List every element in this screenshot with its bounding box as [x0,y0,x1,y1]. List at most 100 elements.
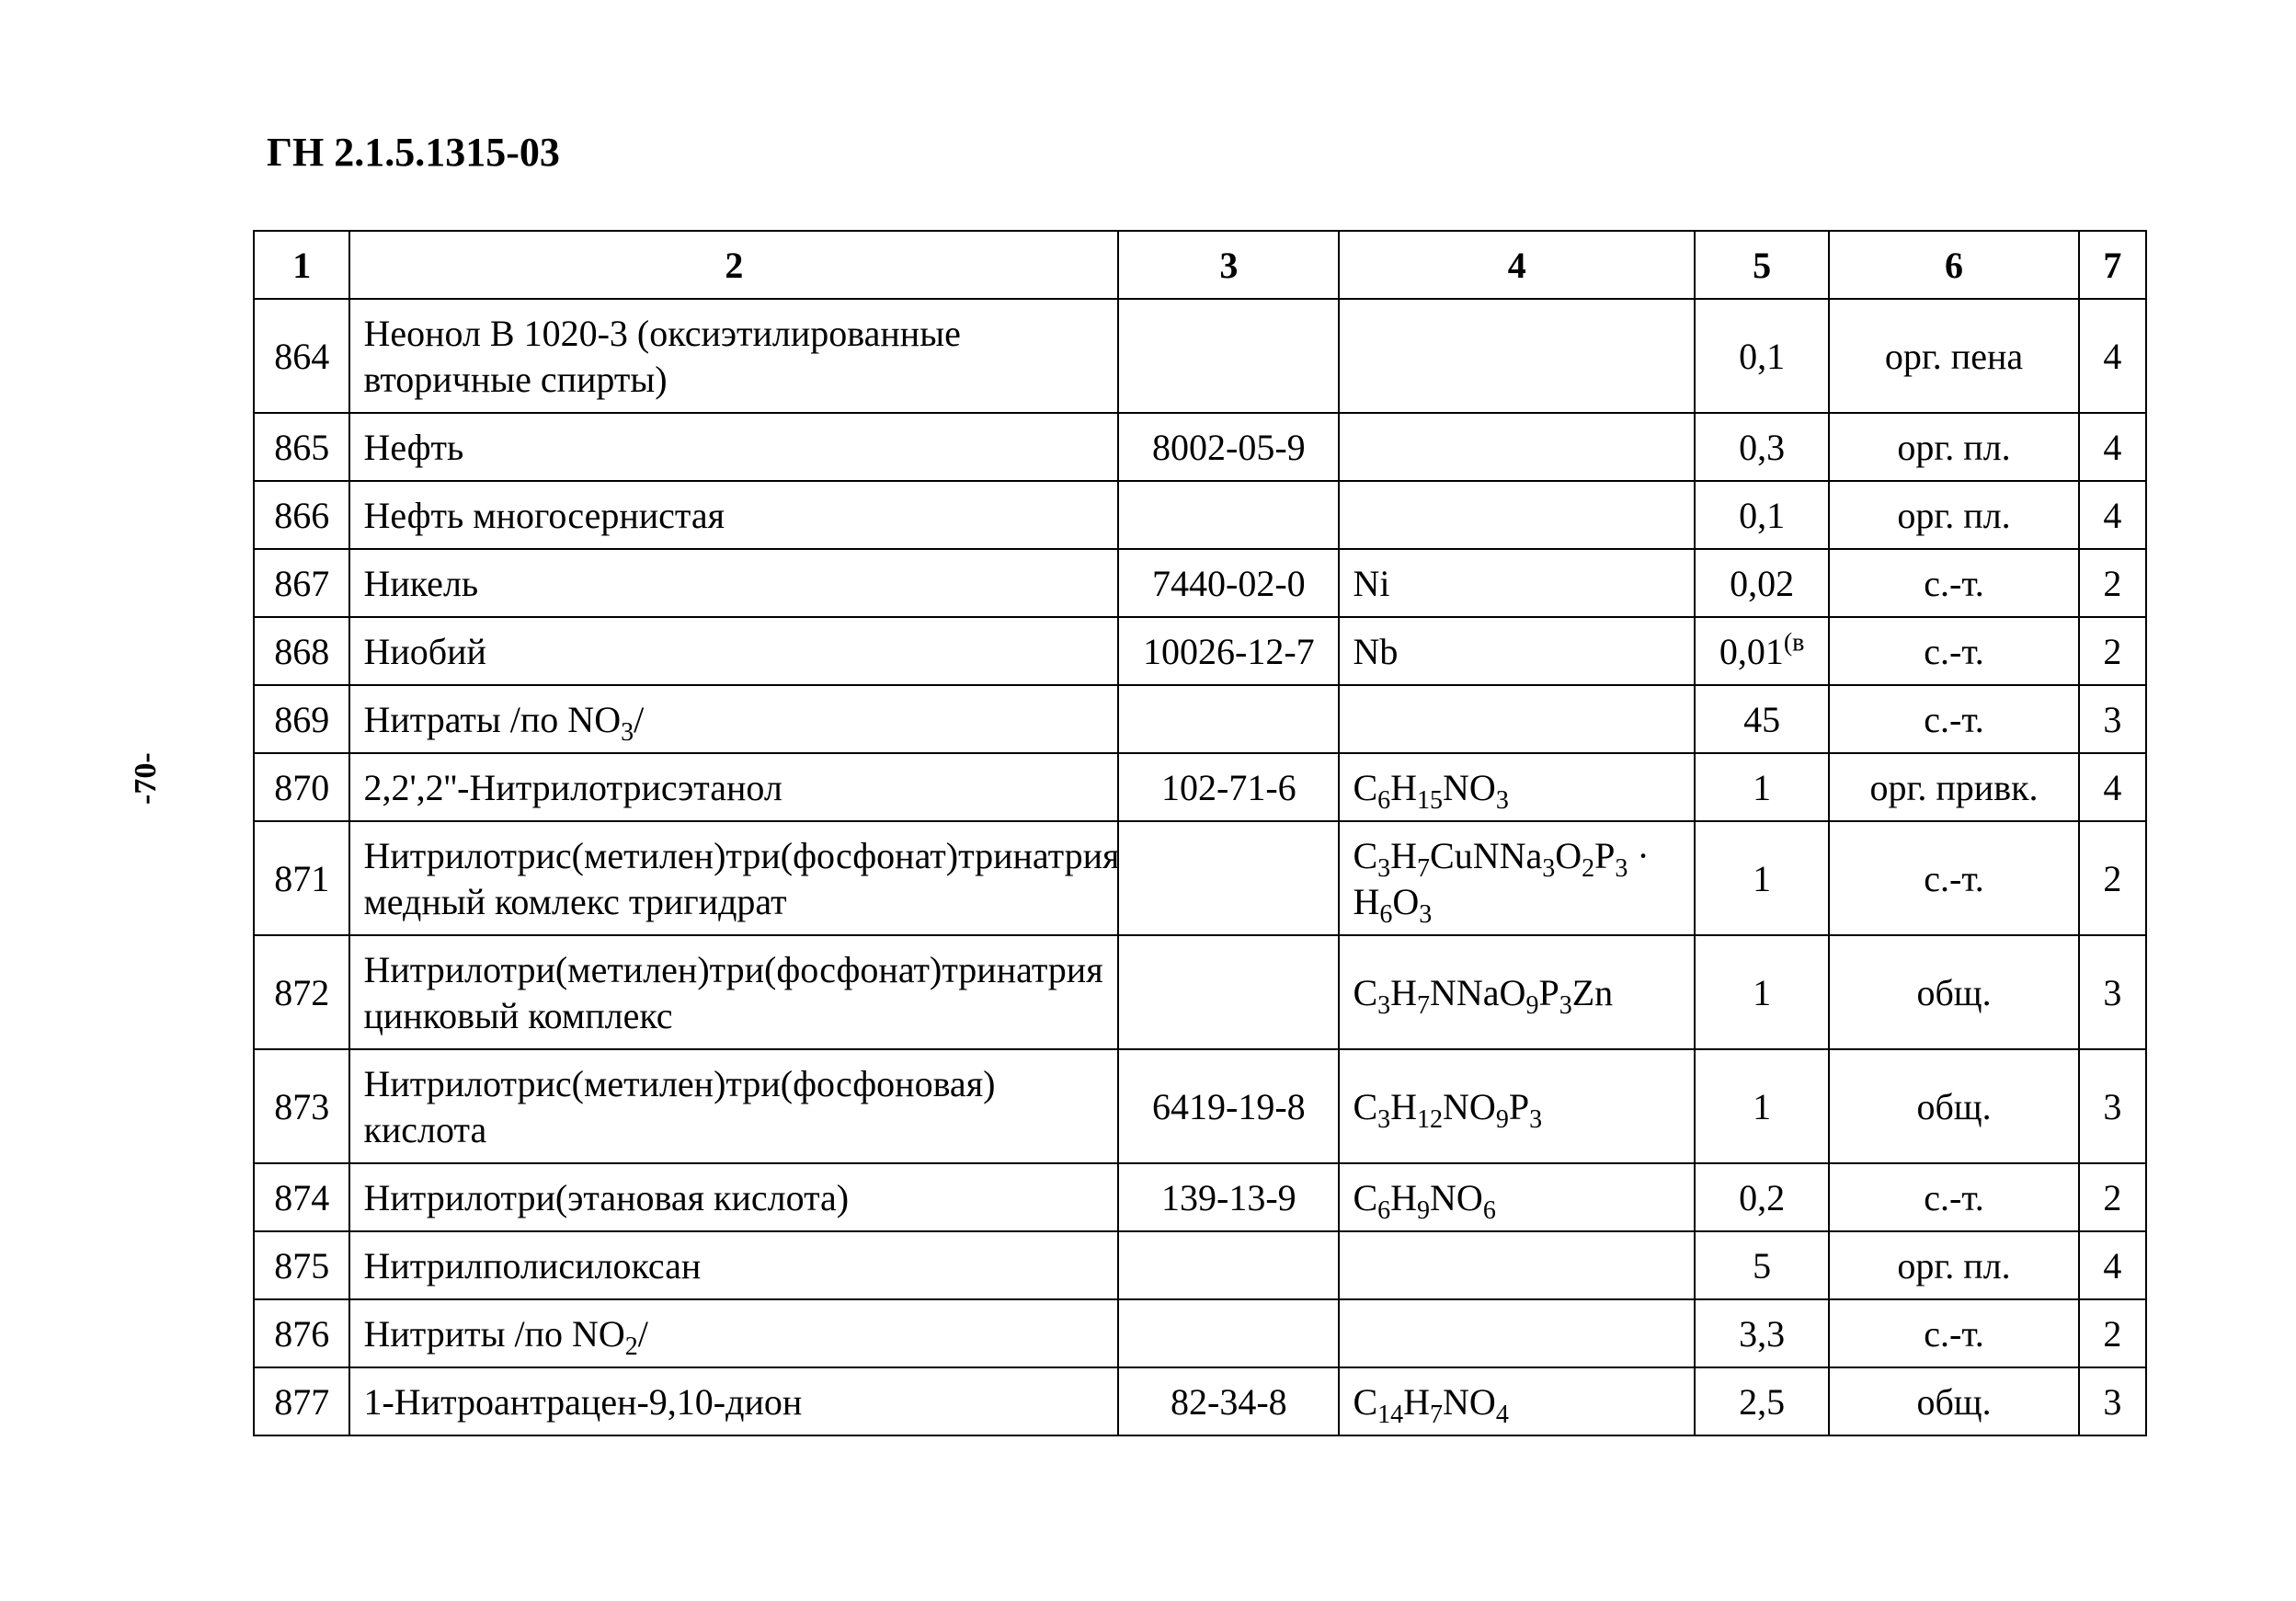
cell-value: 0,1 [1695,299,1829,413]
cell-number: 868 [254,617,349,685]
cell-criterion: с.-т. [1829,549,2079,617]
cell-cas [1118,1299,1339,1367]
cell-criterion: орг. пена [1829,299,2079,413]
cell-cas: 102-71-6 [1118,753,1339,821]
cell-class: 4 [2079,1231,2146,1299]
cell-criterion: общ. [1829,1367,2079,1435]
table-row: 875Нитрилполисилоксан 5орг. пл.4 [254,1231,2146,1299]
cell-formula: C3H7NNaO9P3Zn [1339,935,1695,1049]
cell-number: 867 [254,549,349,617]
cell-number: 875 [254,1231,349,1299]
cell-number: 866 [254,481,349,549]
cell-formula [1339,413,1695,481]
cell-class: 3 [2079,1049,2146,1163]
cell-number: 873 [254,1049,349,1163]
cell-substance: Ниобий [349,617,1118,685]
cell-formula: Ni [1339,549,1695,617]
cell-substance: Нитраты /по NO3/ [349,685,1118,753]
cell-formula: C14H7NO4 [1339,1367,1695,1435]
page: ГН 2.1.5.1315-03 -70- 1 2 3 4 5 6 7 864Н… [0,0,2296,1601]
cell-criterion: с.-т. [1829,821,2079,935]
cell-class: 2 [2079,821,2146,935]
table-header-row: 1 2 3 4 5 6 7 [254,231,2146,299]
cell-formula [1339,1299,1695,1367]
substances-table: 1 2 3 4 5 6 7 864Неонол В 1020-3 (оксиэт… [253,230,2147,1436]
cell-cas: 6419-19-8 [1118,1049,1339,1163]
cell-substance: 1-Нитроантрацен-9,10-дион [349,1367,1118,1435]
cell-class: 2 [2079,1163,2146,1231]
cell-cas [1118,685,1339,753]
cell-value: 0,01(в [1695,617,1829,685]
cell-class: 4 [2079,413,2146,481]
cell-cas [1118,481,1339,549]
col-header-3: 3 [1118,231,1339,299]
col-header-4: 4 [1339,231,1695,299]
cell-cas: 7440-02-0 [1118,549,1339,617]
cell-number: 874 [254,1163,349,1231]
cell-formula: C6H15NO3 [1339,753,1695,821]
table-row: 868Ниобий10026-12-7Nb0,01(вс.-т.2 [254,617,2146,685]
table-row: 8702,2',2''-Нитрилотрисэтанол102-71-6C6H… [254,753,2146,821]
cell-class: 2 [2079,1299,2146,1367]
table-row: 876Нитриты /по NO2/3,3с.-т.2 [254,1299,2146,1367]
cell-value: 2,5 [1695,1367,1829,1435]
cell-cas: 8002-05-9 [1118,413,1339,481]
cell-value: 0,1 [1695,481,1829,549]
cell-substance: Нефть [349,413,1118,481]
cell-criterion: общ. [1829,935,2079,1049]
cell-formula [1339,299,1695,413]
table-body: 864Неонол В 1020-3 (оксиэтилированные вт… [254,299,2146,1435]
col-header-2: 2 [349,231,1118,299]
cell-cas [1118,935,1339,1049]
cell-criterion: с.-т. [1829,1163,2079,1231]
cell-criterion: орг. пл. [1829,413,2079,481]
cell-value: 0,02 [1695,549,1829,617]
cell-formula: C3H12NO9P3 [1339,1049,1695,1163]
cell-substance: Нитрилполисилоксан [349,1231,1118,1299]
cell-number: 877 [254,1367,349,1435]
cell-formula: C3H7CuNNa3O2P3 · H6O3 [1339,821,1695,935]
cell-class: 3 [2079,685,2146,753]
cell-criterion: с.-т. [1829,1299,2079,1367]
cell-value: 0,2 [1695,1163,1829,1231]
cell-value: 1 [1695,821,1829,935]
cell-criterion: с.-т. [1829,685,2079,753]
cell-substance: Нитриты /по NO2/ [349,1299,1118,1367]
cell-substance: 2,2',2''-Нитрилотрисэтанол [349,753,1118,821]
table-row: 871Нитрилотрис(метилен)три(фосфонат)трин… [254,821,2146,935]
col-header-6: 6 [1829,231,2079,299]
col-header-1: 1 [254,231,349,299]
cell-value: 1 [1695,1049,1829,1163]
cell-class: 2 [2079,617,2146,685]
table-row: 8771-Нитроантрацен-9,10-дион82-34-8C14H7… [254,1367,2146,1435]
cell-substance: Нитрилотрис(метилен)три(фосфонат)тринатр… [349,821,1118,935]
cell-number: 876 [254,1299,349,1367]
cell-criterion: орг. пл. [1829,481,2079,549]
cell-criterion: орг. пл. [1829,1231,2079,1299]
col-header-7: 7 [2079,231,2146,299]
cell-substance: Нитрилотрис(метилен)три(фосфоновая) кисл… [349,1049,1118,1163]
cell-value: 1 [1695,753,1829,821]
cell-class: 4 [2079,481,2146,549]
table-row: 872Нитрилотри(метилен)три(фосфонат)трина… [254,935,2146,1049]
cell-formula: Nb [1339,617,1695,685]
page-number-side: -70- [129,752,164,805]
cell-class: 3 [2079,935,2146,1049]
cell-value: 1 [1695,935,1829,1049]
document-code-heading: ГН 2.1.5.1315-03 [267,129,560,176]
cell-value: 3,3 [1695,1299,1829,1367]
cell-substance: Нитрилотри(метилен)три(фосфонат)тринатри… [349,935,1118,1049]
cell-value: 45 [1695,685,1829,753]
cell-class: 2 [2079,549,2146,617]
cell-formula [1339,685,1695,753]
cell-criterion: орг. привк. [1829,753,2079,821]
cell-cas [1118,1231,1339,1299]
cell-number: 865 [254,413,349,481]
cell-value: 5 [1695,1231,1829,1299]
cell-value: 0,3 [1695,413,1829,481]
cell-cas [1118,821,1339,935]
cell-substance: Нитрилотри(этановая кислота) [349,1163,1118,1231]
table-row: 874Нитрилотри(этановая кислота)139-13-9C… [254,1163,2146,1231]
cell-substance: Никель [349,549,1118,617]
cell-number: 871 [254,821,349,935]
